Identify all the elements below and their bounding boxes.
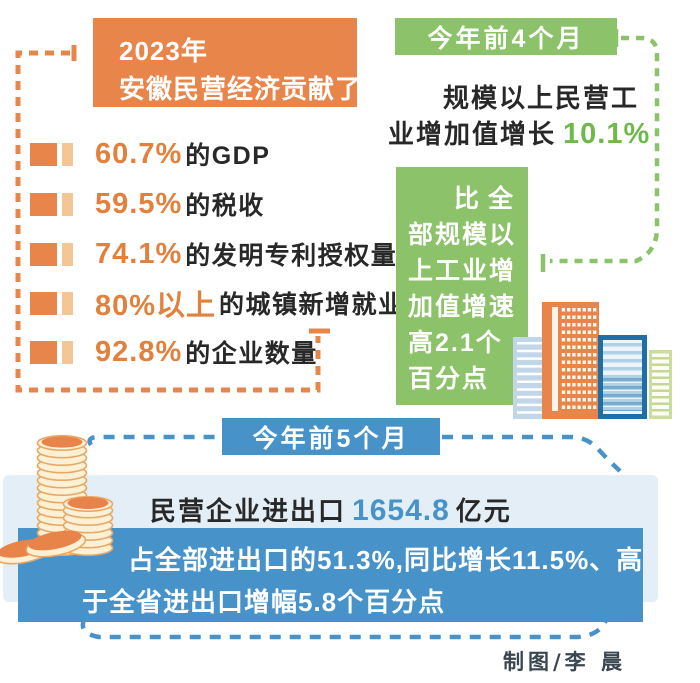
stat-value: 80%以上 (95, 290, 217, 322)
green-highlight-value: 10.1% (563, 118, 651, 150)
credit-byline: 制图/李 晨 (503, 649, 626, 674)
blue-box-line2: 于全省进出口增幅5.8个百分点 (82, 587, 446, 617)
stat-label: 的GDP (185, 142, 271, 170)
stat-label: 的发明专利授权量 (185, 242, 398, 270)
bullet-accent-icon (62, 340, 73, 364)
stat-value: 74.1% (95, 237, 183, 270)
stat-label: 的企业数量 (185, 340, 318, 368)
bullet-icon (30, 192, 57, 216)
blue-title-box: 今年前5个月 (222, 418, 440, 455)
green-para-line1: 规模以上民营工 (443, 83, 640, 113)
green-para-line2: 业增加值增长 10.1% (388, 116, 649, 152)
green-box-line: 比全 (454, 185, 523, 213)
bullet-icon (30, 142, 57, 166)
stat-row-enterprises: 92.8% 的企业数量 (30, 335, 318, 368)
green-title-box: 今年前4个月 (395, 18, 617, 55)
blue-detail-box: 占全部进出口的51.3%,同比增长11.5%、高 于全省进出口增幅5.8个百分点 (18, 528, 643, 622)
green-box-line: 高2.1个 (408, 329, 503, 357)
green-paragraph: 规模以上民营工 业增加值增长 10.1% (388, 80, 649, 152)
orange-header-box: 2023年 安徽民营经济贡献了 (93, 18, 363, 107)
headline-text: 民营企业进出口 (150, 496, 347, 526)
export-headline: 民营企业进出口 1654.8 亿元 (150, 491, 512, 528)
bullet-icon (30, 291, 57, 315)
green-box-line: 上工业增 (408, 257, 517, 285)
green-box-line: 百分点 (408, 365, 490, 393)
stat-value: 60.7% (95, 137, 183, 170)
stat-label: 的税收 (185, 192, 265, 220)
bullet-accent-icon (62, 192, 73, 216)
buildings-icon (513, 302, 672, 419)
headline-suffix: 亿元 (455, 496, 512, 526)
stat-value: 92.8% (95, 335, 183, 368)
green-box-line: 加值增速 (408, 293, 517, 321)
stat-value: 59.5% (95, 187, 183, 220)
green-box-line: 部规模以 (408, 221, 517, 249)
bullet-accent-icon (62, 242, 73, 266)
stat-row-employment: 80%以上 的城镇新增就业 (30, 288, 405, 322)
bullet-accent-icon (62, 291, 73, 315)
green-comparison-box: 比全 部规模以 上工业增 加值增速 高2.1个 百分点 (396, 167, 528, 405)
bullet-icon (30, 340, 57, 364)
stat-row-patents: 74.1% 的发明专利授权量 (30, 237, 398, 270)
bullet-icon (30, 242, 57, 266)
stat-row-gdp: 60.7% 的GDP (30, 137, 271, 170)
green-para-text: 业增加值增长 (388, 119, 557, 149)
header-year: 2023年 (119, 36, 208, 66)
headline-value: 1654.8 (352, 494, 450, 527)
bullet-accent-icon (62, 142, 73, 166)
stat-label: 的城镇新增就业 (219, 291, 405, 319)
stat-row-tax: 59.5% 的税收 (30, 187, 265, 220)
header-title: 安徽民营经济贡献了 (119, 74, 363, 104)
blue-box-line1: 占全部进出口的51.3%,同比增长11.5%、高 (128, 545, 644, 575)
